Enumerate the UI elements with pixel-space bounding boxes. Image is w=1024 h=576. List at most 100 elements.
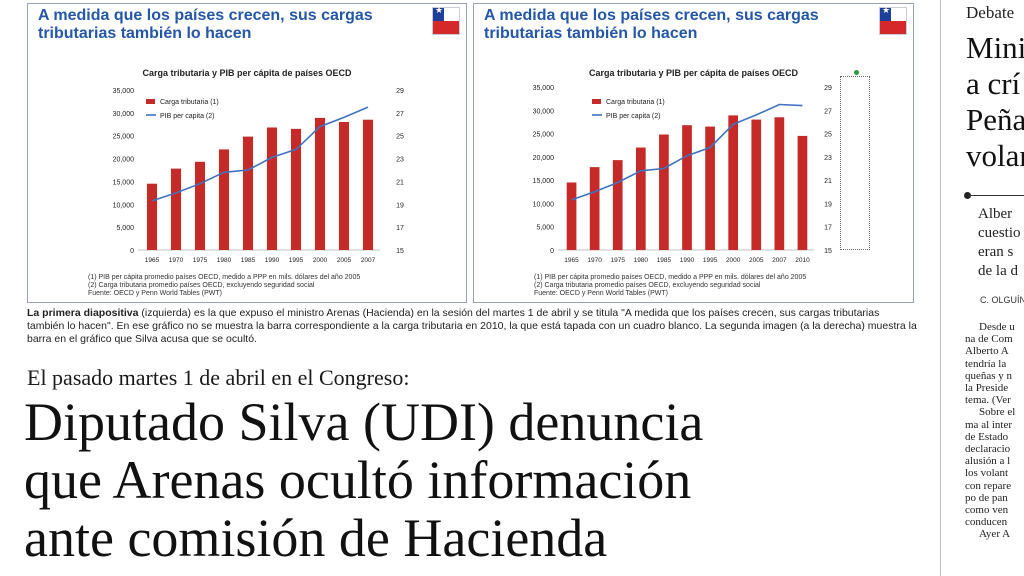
y2-tick-label: 21 [824,178,832,185]
sidebar-body-line: la Preside [965,382,1009,395]
x-tick-label: 1965 [564,257,579,264]
bar-1975 [612,160,623,250]
y-tick-label: 5,000 [116,225,134,232]
footnote: (2) Carga tributaria promedio países OEC… [534,282,761,289]
x-tick-label: 1985 [657,257,672,264]
bar-2005 [338,122,350,250]
sidebar-body-line: tema. (Ver [965,394,1011,407]
sidebar-deck-line: de la d [978,263,1018,279]
photo-caption: La primera diapositiva (izquierda) es la… [27,307,919,346]
slide-left: A medida que los países crecen, sus carg… [27,3,467,303]
bar-1990 [682,125,692,250]
sidebar-body-line: como ven [965,504,1009,517]
legend-label: PIB per capita (2) [160,113,214,120]
sidebar-body-line: po de pan [965,491,1008,504]
bar-1970 [589,167,600,250]
y2-tick-label: 25 [824,132,832,139]
legend-label: Carga tributaria (1) [606,99,665,106]
chart-left: 35,000 30,000 25,000 20,000 15,000 10,000 5,00… [113,88,404,264]
y-tick-label: 25,000 [113,134,135,141]
y-tick-label: 15,000 [533,178,555,185]
bar-1970 [170,168,182,250]
sidebar-headline-line: volan [966,138,1024,173]
sidebar-body-line: alusión a l [965,455,1011,468]
legend-label: PIB per capita (2) [606,113,660,120]
bar-1985 [242,136,254,250]
sidebar-deck-line: eran s [978,244,1014,260]
x-tick-label: 2007 [361,257,376,264]
y2-tick-label: 19 [824,201,832,208]
sidebar-headline: Mini a crí Peña volan [966,30,1024,174]
y-tick-label: 35,000 [533,85,555,92]
headline-line: que Arenas ocultó información [24,450,692,510]
y2-tick-label: 29 [396,88,404,95]
y2-tick-label: 23 [396,157,404,164]
x-tick-label: 1995 [703,257,718,264]
y2-tick-label: 23 [824,155,832,162]
bar-1990 [266,127,278,250]
y-tick-label: 10,000 [533,201,555,208]
sidebar-body-line: con repare [965,479,1012,492]
y2-tick-label: 17 [824,225,832,232]
bar-1995 [705,126,715,250]
x-tick-label: 2005 [749,257,764,264]
x-tick-label: 1980 [217,257,232,264]
x-tick-label: 1980 [634,257,649,264]
bar-2010 [797,135,808,250]
sidebar-deck-line: cuestio [978,225,1021,241]
y-tick-label: 5,000 [536,225,554,232]
footnote: (2) Carga tributaria promedio países OEC… [88,282,315,289]
chile-flag-icon: ★ [432,6,460,35]
legend-swatch-bar [592,99,601,104]
x-tick-label: 1965 [145,257,160,264]
line-series-pib [151,106,369,202]
y2-tick-label: 15 [396,248,404,255]
sidebar-body-line: declaracio [965,443,1011,456]
x-tick-label: 1995 [289,257,304,264]
bar-2007 [774,117,785,251]
bar-1985 [659,134,669,250]
slide-title: A medida que los países crecen, sus carg… [484,7,864,43]
line-series-pib [571,103,803,201]
y2-tick-label: 19 [396,202,404,209]
x-tick-label: 1975 [193,257,208,264]
bar-1980 [218,149,230,250]
bar-2005 [751,119,762,250]
y-tick-label: 20,000 [113,157,135,164]
bar-1980 [635,147,646,250]
legend-label: Carga tributaria (1) [160,99,219,106]
selection-box [840,70,870,250]
slide-title: A medida que los países crecen, sus carg… [38,7,418,43]
sidebar-body-line: na de Com [965,333,1013,346]
sidebar-headline-line: Peña [966,102,1024,137]
sidebar-body-line: Sobre el [979,406,1016,419]
x-tick-label: 1970 [169,257,184,264]
sidebar-body-line: Desde u [979,321,1015,333]
chart-footnotes: (1) PIB per cápita promedio países OECD,… [88,274,360,298]
footnote: Fuente: OECD y Penn World Tables (PWT) [534,290,668,297]
slide-title-line: tributarias también lo hacen [484,25,698,42]
caption-text: (izquierda) es la que expuso el ministro… [27,307,917,345]
chart-title: Carga tributaria y PIB per cápita de paí… [588,68,799,78]
x-tick-label: 1975 [610,257,625,264]
headline-line: Diputado Silva (UDI) denuncia [24,392,704,452]
x-tick-label: 2005 [337,257,352,264]
chile-flag-icon: ★ [879,6,907,35]
chart-right: 35,000 30,000 25,000 20,000 15,000 10,000 5,00… [533,85,832,264]
y-tick-label: 30,000 [113,111,135,118]
y-tick-label: 20,000 [533,155,555,162]
y-tick-label: 10,000 [113,202,135,209]
y2-tick-label: 27 [824,108,832,115]
y-tick-label: 0 [550,248,554,255]
slide-title-line: tributarias también lo hacen [38,25,252,42]
headline-line: ante comisión de Hacienda [24,508,608,568]
footnote: (1) PIB per cápita promedio países OECD,… [534,274,807,281]
sidebar-body-line: queñas y n [965,369,1013,382]
y2-tick-label: 25 [396,134,404,141]
bar-2000 [314,117,326,250]
bar-1965 [146,183,158,250]
y-tick-label: 15,000 [113,179,135,186]
sidebar-deck: Alber cuestio eran s de la d [978,205,1021,281]
bar-2000 [728,115,739,250]
sidebar-body-line: tendría la [965,357,1007,370]
